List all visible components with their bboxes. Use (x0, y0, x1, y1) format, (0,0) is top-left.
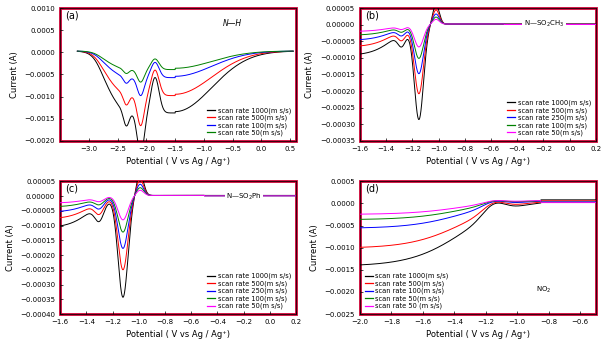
Y-axis label: Current (A): Current (A) (310, 224, 319, 271)
X-axis label: Potential ( V vs Ag / Ag⁺): Potential ( V vs Ag / Ag⁺) (426, 331, 530, 339)
Y-axis label: Current (A): Current (A) (305, 51, 314, 98)
Legend: scan rate 1000(m s/s), scan rate 500(m s/s), scan rate 100(m s/s), scan rate 50(: scan rate 1000(m s/s), scan rate 500(m s… (364, 272, 450, 311)
Bar (60, 8, 296, 141)
Legend: scan rate 1000(m s/s), scan rate 500(m s/s), scan rate 250(m s/s), scan rate 100: scan rate 1000(m s/s), scan rate 500(m s… (506, 98, 592, 138)
X-axis label: Potential ( V vs Ag / Ag⁺): Potential ( V vs Ag / Ag⁺) (426, 157, 530, 166)
Text: NO$_2$: NO$_2$ (536, 285, 552, 295)
Y-axis label: Current (A): Current (A) (5, 224, 15, 271)
Text: N—H: N—H (223, 19, 242, 29)
Text: N—SO$_2$CH$_3$: N—SO$_2$CH$_3$ (524, 19, 565, 29)
X-axis label: Potential ( V vs Ag / Ag⁺): Potential ( V vs Ag / Ag⁺) (126, 157, 230, 166)
X-axis label: Potential ( V vs Ag / Ag⁺): Potential ( V vs Ag / Ag⁺) (126, 331, 230, 339)
Text: (b): (b) (365, 11, 379, 21)
Bar (360, 181, 596, 314)
Text: (c): (c) (65, 184, 78, 194)
Bar (60, 181, 296, 314)
Y-axis label: Current (A): Current (A) (10, 51, 19, 98)
Legend: scan rate 1000(m s/s), scan rate 500(m s/s), scan rate 250(m s/s), scan rate 100: scan rate 1000(m s/s), scan rate 500(m s… (206, 272, 293, 311)
Text: (d): (d) (365, 184, 378, 194)
Legend: scan rate 1000(m s/s), scan rate 500(m s/s), scan rate 100(m s/s), scan rate 50(: scan rate 1000(m s/s), scan rate 500(m s… (206, 106, 293, 138)
Text: (a): (a) (65, 11, 78, 21)
Text: N—SO$_2$Ph: N—SO$_2$Ph (226, 192, 262, 202)
Bar (360, 8, 596, 141)
